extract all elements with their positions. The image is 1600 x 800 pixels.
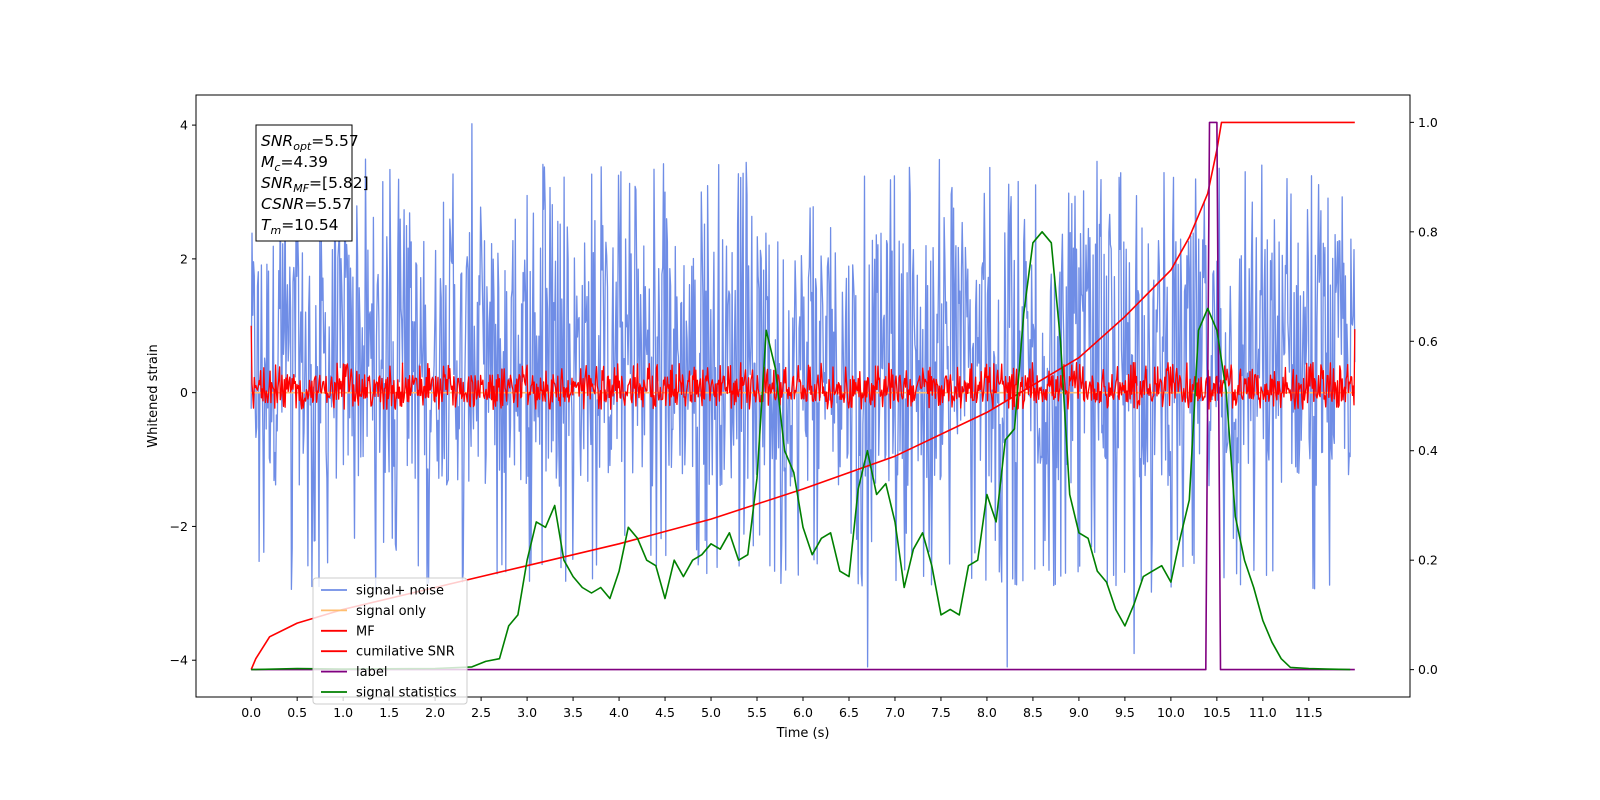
y-tick-label: −4 [170, 653, 188, 668]
y-axis-right: 1.0 0.8 0.6 0.4 0.2 0.0 [1410, 115, 1438, 677]
legend-label: cumilative SNR [356, 645, 455, 660]
x-tick-label: 5.0 [701, 705, 721, 720]
y-tick-label: −2 [170, 519, 188, 534]
x-tick-label: 8.5 [1023, 705, 1043, 720]
legend-frame [312, 577, 468, 705]
x-tick-label: 2.0 [425, 705, 445, 720]
x-tick-label: 3.0 [517, 705, 537, 720]
x-tick-label: 9.0 [1069, 705, 1089, 720]
y2-tick-label: 1.0 [1418, 115, 1438, 130]
legend-item: MF [321, 624, 375, 639]
x-tick-label: 0.0 [241, 705, 261, 720]
x-tick-label: 10.0 [1157, 705, 1185, 720]
series-line-mf [250, 325, 1356, 411]
x-tick-label: 3.5 [563, 705, 583, 720]
annotation-line: SNRopt=5.57 [261, 132, 359, 153]
x-tick-label: 2.5 [471, 705, 491, 720]
y2-tick-label: 0.0 [1418, 662, 1438, 677]
legend-label: MF [356, 624, 375, 639]
annotation-line: SNRMF=[5.82] [261, 174, 369, 195]
y-tick-label: 0 [180, 385, 188, 400]
x-tick-label: 6.0 [793, 705, 813, 720]
y2-tick-label: 0.4 [1418, 443, 1438, 458]
x-tick-label: 9.5 [1115, 705, 1135, 720]
legend: signal+ noise signal only MF cumilative SNR… [312, 577, 468, 705]
annotation-frame [255, 124, 353, 242]
legend-item: label [321, 665, 387, 680]
annotation-line: Mc=4.39 [261, 153, 328, 174]
x-axis: 0.0 0.5 1.0 1.5 2.0 2.5 3.0 3.5 4.0 4.5 5.0 5.5 6.0 6… [241, 697, 1323, 720]
x-tick-label: 7.5 [931, 705, 951, 720]
x-tick-label: 8.0 [977, 705, 997, 720]
y2-tick-label: 0.6 [1418, 334, 1438, 349]
y-tick-label: 4 [180, 118, 188, 133]
x-tick-label: 11.5 [1295, 705, 1323, 720]
legend-item: cumilative SNR [321, 645, 455, 660]
annotation-line: Tm=10.54 [261, 216, 339, 237]
y2-tick-label: 0.2 [1418, 553, 1438, 568]
x-tick-label: 5.5 [747, 705, 767, 720]
series-line-signal-noise [250, 123, 1356, 668]
x-tick-label: 7.0 [885, 705, 905, 720]
annotation-line: CSNR=5.57 [261, 195, 352, 213]
y-axis-label: Whitened strain [146, 344, 161, 447]
y-tick-label: 2 [180, 251, 188, 266]
x-tick-label: 10.5 [1203, 705, 1231, 720]
legend-label: signal only [356, 604, 426, 619]
x-tick-label: 0.5 [287, 705, 307, 720]
x-tick-label: 4.5 [655, 705, 675, 720]
legend-label: label [356, 665, 387, 680]
legend-item: signal+ noise [321, 584, 444, 599]
legend-label: signal+ noise [356, 584, 444, 599]
series-line-label [251, 121, 1355, 671]
x-tick-label: 4.0 [609, 705, 629, 720]
x-tick-label: 6.5 [839, 705, 859, 720]
legend-item: signal only [321, 604, 426, 619]
legend-item: signal statistics [321, 686, 457, 701]
legend-label: signal statistics [356, 686, 457, 701]
x-tick-label: 1.0 [333, 705, 353, 720]
x-axis-label: Time (s) [776, 726, 830, 741]
y-axis-left: 4 2 0 −2 −4 [170, 118, 196, 668]
x-tick-label: 1.5 [379, 705, 399, 720]
series-line-signal-statistics [251, 231, 1351, 671]
y2-tick-label: 0.8 [1418, 224, 1438, 239]
x-tick-label: 11.0 [1249, 705, 1277, 720]
